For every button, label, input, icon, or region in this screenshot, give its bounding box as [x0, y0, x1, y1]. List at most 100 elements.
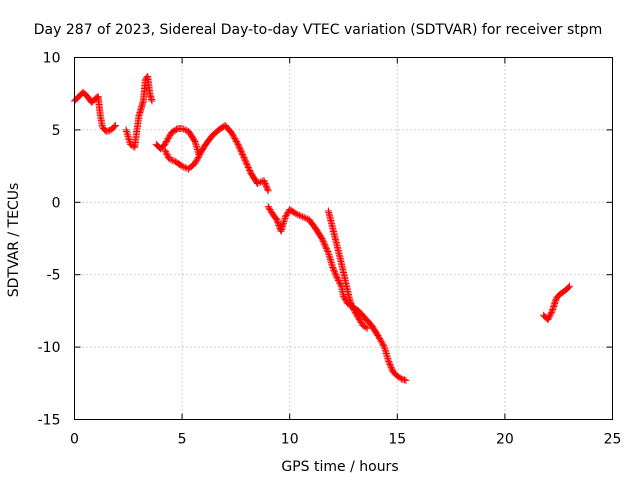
interpolated-marker: [242, 158, 250, 166]
interpolated-marker: [322, 245, 330, 253]
interpolated-marker: [262, 182, 270, 190]
interpolated-marker: [546, 311, 554, 319]
interpolated-marker: [237, 146, 245, 154]
interpolated-marker: [164, 153, 172, 161]
interpolated-marker: [237, 148, 245, 156]
interpolated-marker: [170, 157, 178, 165]
interpolated-marker: [230, 133, 238, 141]
chart-title: Day 287 of 2023, Sidereal Day-to-day VTE…: [34, 22, 603, 38]
interpolated-marker: [180, 125, 188, 133]
interpolated-marker: [238, 149, 246, 157]
interpolated-marker: [266, 206, 274, 214]
interpolated-marker: [330, 266, 338, 274]
interpolated-marker: [336, 279, 344, 287]
series-marks: [71, 72, 573, 384]
x-tick-label: 25: [604, 432, 622, 448]
series-segment-5: [264, 203, 410, 384]
interpolated-marker: [236, 145, 244, 153]
data-point: [292, 210, 300, 218]
interpolated-marker: [323, 246, 331, 254]
interpolated-marker: [347, 298, 355, 306]
interpolated-marker: [180, 163, 188, 171]
x-axis-label: GPS time / hours: [281, 459, 398, 475]
interpolated-marker: [263, 184, 271, 192]
interpolated-marker: [265, 204, 273, 212]
interpolated-marker: [163, 151, 171, 159]
interpolated-marker: [244, 162, 252, 170]
y-axis-label: SDTVAR / TECUs: [6, 183, 22, 298]
interpolated-marker: [181, 164, 189, 172]
interpolated-marker: [229, 132, 237, 140]
interpolated-marker: [239, 152, 247, 160]
data-point: [565, 282, 573, 290]
data-point: [172, 158, 180, 166]
interpolated-marker: [190, 136, 198, 144]
interpolated-marker: [357, 318, 365, 326]
data-point: [299, 213, 307, 221]
interpolated-marker: [264, 185, 272, 193]
interpolated-marker: [321, 240, 329, 248]
data-point: [253, 179, 261, 187]
interpolated-marker: [181, 126, 189, 134]
interpolated-marker: [183, 164, 191, 172]
data-point: [402, 376, 410, 384]
interpolated-marker: [362, 323, 370, 331]
interpolated-marker: [239, 151, 247, 159]
interpolated-marker: [295, 211, 303, 219]
interpolated-marker: [241, 156, 249, 164]
interpolated-marker: [356, 317, 364, 325]
x-tick-label: 10: [281, 432, 299, 448]
interpolated-marker: [240, 153, 248, 161]
interpolated-marker: [244, 164, 252, 172]
interpolated-marker: [194, 155, 202, 163]
interpolated-marker: [378, 339, 386, 347]
interpolated-marker: [267, 207, 275, 215]
series-segment-3: [152, 124, 203, 173]
y-tick-label: -15: [38, 413, 61, 429]
interpolated-marker: [377, 337, 385, 345]
interpolated-marker: [319, 236, 327, 244]
data-point: [355, 314, 363, 322]
interpolated-marker: [376, 334, 384, 342]
data-point: [185, 165, 193, 173]
interpolated-marker: [321, 242, 329, 250]
interpolated-marker: [386, 360, 394, 368]
interpolated-marker: [165, 133, 173, 141]
interpolated-marker: [300, 214, 308, 222]
y-tick-label: -10: [38, 340, 61, 356]
data-point: [273, 216, 281, 224]
x-tick-label: 5: [178, 432, 187, 448]
interpolated-marker: [385, 359, 393, 367]
data-point: [346, 297, 354, 305]
interpolated-marker: [388, 365, 396, 373]
data-point: [161, 146, 169, 154]
data-point: [241, 155, 249, 163]
series-segment-2: [122, 72, 156, 151]
interpolated-marker: [547, 310, 555, 318]
data-point: [333, 274, 341, 282]
interpolated-marker: [233, 139, 241, 147]
interpolated-marker: [274, 219, 282, 227]
data-point: [148, 97, 156, 105]
interpolated-marker: [354, 313, 362, 321]
interpolated-marker: [231, 135, 239, 143]
interpolated-marker: [163, 136, 171, 144]
data-point: [178, 124, 186, 132]
data-point: [544, 316, 552, 324]
interpolated-marker: [331, 269, 339, 277]
series-segment-6: [324, 207, 371, 332]
interpolated-marker: [194, 153, 202, 161]
data-point: [281, 213, 289, 221]
interpolated-marker: [235, 143, 243, 151]
interpolated-marker: [164, 135, 172, 143]
interpolated-marker: [334, 276, 342, 284]
interpolated-marker: [302, 214, 310, 222]
plot-frame: [74, 57, 613, 420]
interpolated-marker: [162, 149, 170, 157]
interpolated-marker: [396, 374, 404, 382]
interpolated-marker: [564, 283, 572, 291]
interpolated-marker: [380, 342, 388, 350]
interpolated-marker: [375, 333, 383, 341]
interpolated-marker: [545, 313, 553, 321]
interpolated-marker: [351, 308, 359, 316]
